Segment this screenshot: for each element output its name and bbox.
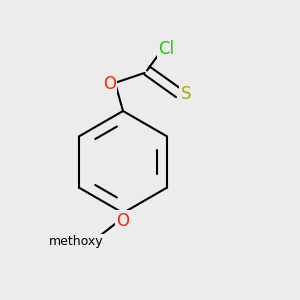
Text: O: O bbox=[116, 212, 130, 230]
Text: S: S bbox=[181, 85, 191, 103]
Text: Cl: Cl bbox=[158, 40, 175, 58]
Text: O: O bbox=[103, 75, 116, 93]
Text: methoxy: methoxy bbox=[49, 235, 104, 248]
